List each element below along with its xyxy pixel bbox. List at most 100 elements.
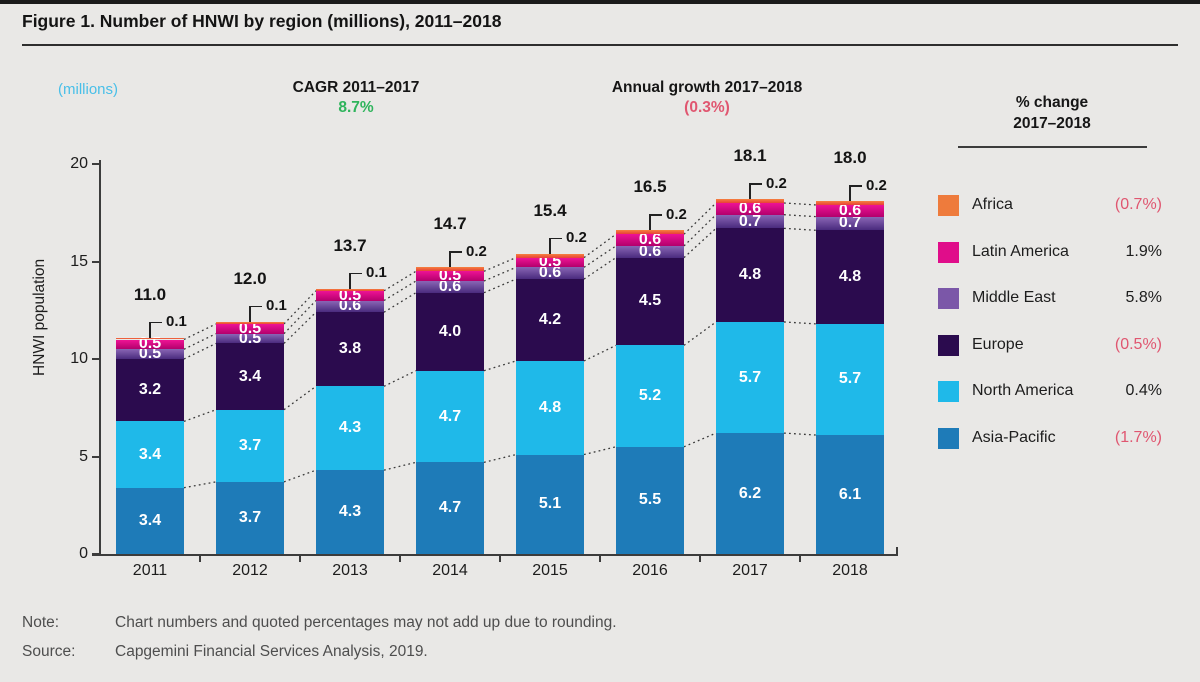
segment-value: 5.7 [838, 370, 862, 388]
callout-arm [350, 272, 362, 275]
bar-segment-africa [716, 199, 784, 203]
bar-segment-latin_america: 0.5 [516, 254, 584, 270]
connector-line [583, 257, 617, 280]
callout-stub [849, 185, 851, 202]
callout-arm [250, 305, 262, 308]
segment-value: 4.8 [738, 266, 762, 284]
connector-line [183, 409, 217, 423]
x-axis-tick [799, 556, 801, 562]
cagr-label: CAGR 2011–2017 [292, 79, 420, 96]
bar-segment-north_america: 3.4 [116, 421, 184, 488]
x-category-label: 2012 [232, 562, 268, 579]
bar-segment-africa [316, 288, 384, 291]
legend-divider [958, 146, 1147, 148]
bar-segment-asia_pacific: 6.2 [716, 433, 784, 554]
connector-line [483, 453, 517, 463]
callout-value: 0.2 [466, 243, 487, 261]
connector-line [283, 290, 317, 325]
segment-value: 0.7 [738, 212, 762, 230]
segment-value: 4.7 [438, 407, 462, 425]
segment-value: 0.6 [638, 242, 662, 260]
callout-arm [650, 214, 662, 216]
x-axis-tick [499, 556, 501, 562]
connector-line [183, 342, 217, 360]
connector-line [683, 202, 717, 235]
callout-arm [550, 237, 562, 240]
annual-growth-block: Annual growth 2017–2018 (0.3%) [547, 78, 867, 118]
bar-total: 18.1 [733, 146, 767, 166]
callout-arm [850, 185, 862, 187]
connector-line [683, 227, 717, 259]
units-label: (millions) [58, 81, 118, 98]
segment-value: 5.7 [738, 368, 762, 386]
bar-segment-latin_america: 0.6 [816, 202, 884, 218]
annual-growth-label: Annual growth 2017–2018 [611, 79, 803, 96]
x-category-label: 2015 [532, 562, 568, 579]
legend-item-middle_east: Middle East 5.8% [938, 288, 1164, 310]
segment-value: 3.4 [238, 367, 262, 385]
connector-line [383, 370, 417, 387]
bar-segment-europe: 3.2 [116, 359, 184, 422]
connector-line [683, 432, 717, 448]
segment-value: 5.5 [638, 491, 662, 509]
segment-value: 3.4 [138, 511, 162, 529]
legend-swatch-north_america [938, 381, 959, 402]
bar-segment-asia_pacific: 3.7 [216, 481, 284, 554]
legend-label: Africa [972, 196, 1013, 213]
bar-segment-latin_america: 0.5 [116, 336, 184, 352]
callout-arm [750, 183, 762, 185]
source-text: Capgemini Financial Services Analysis, 2… [115, 643, 428, 660]
segment-value: 5.1 [538, 495, 562, 513]
connector-line [283, 300, 317, 335]
callout-stub [349, 272, 351, 289]
connector-line [683, 321, 717, 346]
bar-segment-latin_america: 0.5 [316, 287, 384, 303]
legend-item-africa: Africa (0.7%) [938, 195, 1164, 217]
segment-value: 0.7 [838, 214, 862, 232]
bar-segment-europe: 4.2 [516, 279, 584, 361]
segment-value: 0.6 [538, 264, 562, 282]
callout-value: 0.2 [666, 205, 687, 223]
segment-value: 4.7 [438, 499, 462, 517]
legend-label: North America [972, 382, 1074, 399]
connector-line [583, 446, 617, 456]
bar-total: 18.0 [833, 148, 867, 168]
bar-total: 12.0 [233, 268, 267, 288]
x-axis-tick [299, 556, 301, 562]
segment-value: 5.2 [638, 387, 662, 405]
source-label: Source: [22, 643, 76, 660]
legend-title-line2: 2017–2018 [1013, 115, 1091, 132]
bar-segment-latin_america: 0.5 [416, 268, 484, 284]
segment-value: 0.6 [438, 277, 462, 295]
bar-total: 11.0 [133, 284, 167, 304]
connector-line [283, 469, 317, 483]
bar-total: 16.5 [633, 177, 667, 197]
y-tick-label: 20 [70, 155, 88, 172]
bar-segment-middle_east: 0.6 [416, 277, 484, 295]
legend-change-value: 0.4% [1125, 382, 1162, 399]
bar-segment-north_america: 3.7 [216, 409, 284, 482]
x-category-label: 2016 [632, 562, 668, 579]
segment-value: 3.7 [238, 436, 262, 454]
title-divider [22, 44, 1178, 46]
bar-segment-africa [216, 321, 284, 324]
legend-change-value: (0.5%) [1114, 335, 1162, 353]
bar-segment-europe: 4.5 [616, 257, 684, 346]
legend-change-value: (1.7%) [1114, 428, 1162, 446]
legend-title-line1: % change [1015, 94, 1089, 111]
bar-segment-europe: 4.0 [416, 292, 484, 371]
connector-line [483, 266, 517, 282]
connector-line [683, 214, 717, 247]
connector-line [483, 360, 517, 372]
connector-line [583, 233, 617, 259]
x-category-label: 2017 [732, 562, 768, 579]
bar-segment-north_america: 4.8 [516, 360, 584, 455]
bar-segment-north_america: 4.7 [416, 370, 484, 463]
segment-value: 4.5 [638, 292, 662, 310]
bar-segment-asia_pacific: 4.3 [316, 470, 384, 554]
callout-value: 0.1 [266, 297, 287, 315]
segment-value: 3.7 [238, 508, 262, 526]
segment-value: 0.5 [238, 319, 262, 337]
x-category-label: 2018 [832, 562, 868, 579]
